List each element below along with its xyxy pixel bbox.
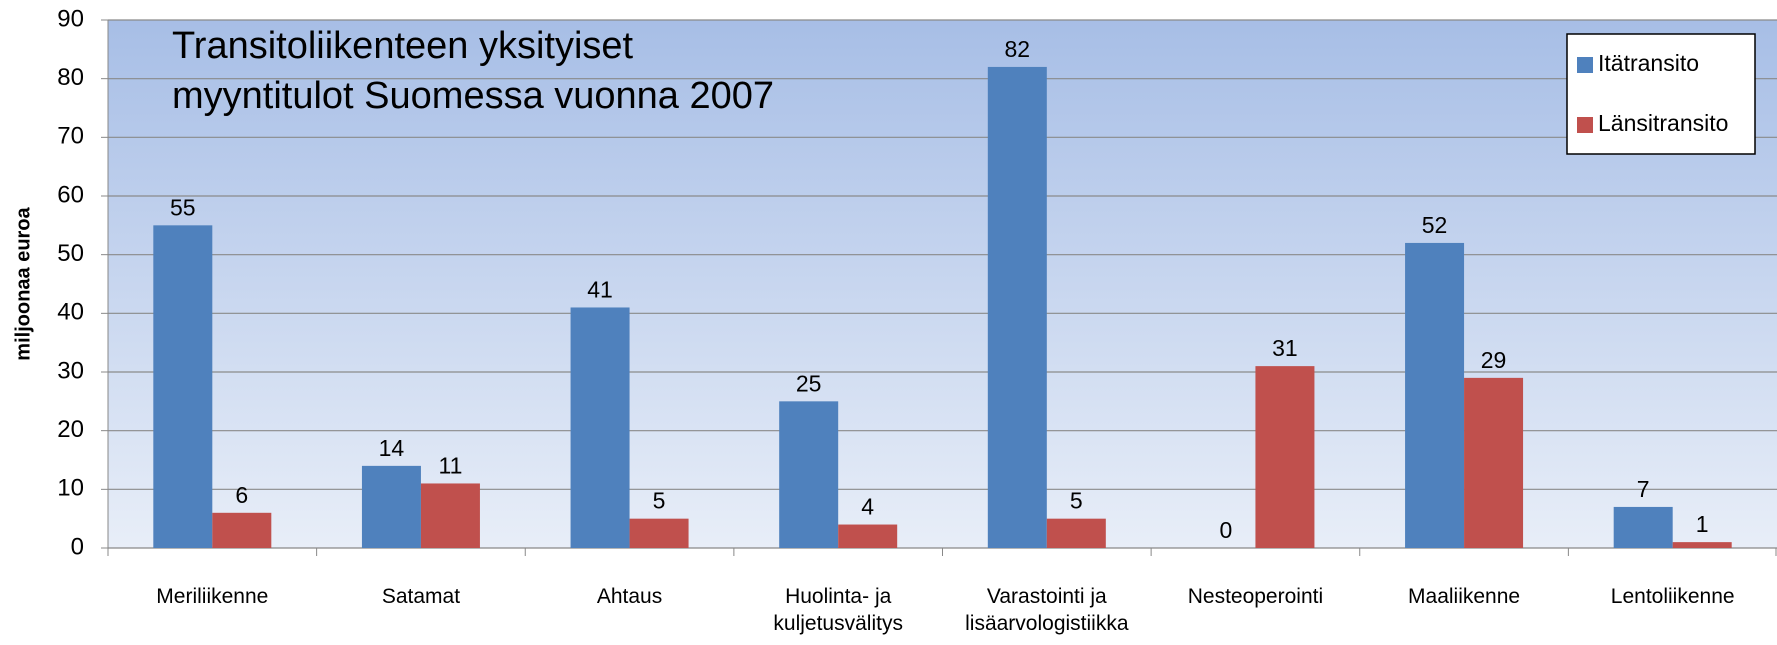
data-label: 11 [438, 453, 462, 479]
bar [420, 483, 480, 548]
data-label: 52 [1422, 212, 1448, 238]
bar [838, 524, 898, 548]
bar [779, 401, 839, 548]
x-tick-label: Ahtaus [596, 585, 663, 608]
legend-label: Itätransito [1598, 50, 1699, 76]
bar [1255, 366, 1315, 548]
data-label: 14 [379, 435, 405, 461]
data-label: 41 [587, 277, 613, 303]
bar [212, 512, 272, 548]
x-tick-label: Lentoliikenne [1610, 585, 1735, 608]
y-tick-label: 80 [57, 64, 84, 91]
data-label: 7 [1637, 476, 1650, 502]
data-label: 5 [1070, 488, 1083, 514]
y-tick-label: 70 [57, 123, 84, 150]
data-label: 82 [1005, 36, 1031, 62]
data-label: 4 [861, 494, 874, 520]
x-tick-label: Nesteoperointi [1187, 585, 1324, 608]
x-tick-label: Varastointi ja lisäarvologistiikka [965, 585, 1129, 635]
x-tick-label: Maaliikenne [1408, 585, 1521, 608]
chart-title: Transitoliikenteen yksityiset [172, 25, 634, 67]
data-label: 55 [170, 194, 196, 220]
x-tick-label: Meriliikenne [156, 585, 269, 608]
data-label: 6 [235, 482, 248, 508]
legend-swatch [1577, 117, 1593, 133]
y-tick-label: 30 [57, 357, 84, 384]
y-tick-label: 0 [71, 533, 84, 560]
data-label: 5 [653, 488, 666, 514]
data-label: 25 [796, 370, 822, 396]
bar [570, 307, 630, 548]
data-label: 0 [1220, 517, 1233, 543]
data-label: 1 [1696, 511, 1709, 537]
bar [1464, 377, 1524, 548]
bar [1046, 518, 1106, 548]
legend-swatch [1577, 57, 1593, 73]
bar [361, 465, 421, 548]
chart-title: myyntitulot Suomessa vuonna 2007 [172, 75, 774, 117]
y-tick-label: 50 [57, 240, 84, 267]
data-label: 31 [1272, 335, 1298, 361]
y-tick-label: 40 [57, 299, 84, 326]
bar [1613, 506, 1673, 548]
x-tick-label: Huolinta- ja kuljetusvälitys [773, 585, 903, 635]
bar [987, 66, 1047, 548]
data-label: 29 [1481, 347, 1507, 373]
x-tick-label: Satamat [381, 585, 461, 608]
legend [1566, 33, 1756, 155]
bar [629, 518, 689, 548]
bar [1672, 542, 1732, 548]
y-axis-label: miljoonaa euroa [12, 206, 34, 360]
legend-label: Länsitransito [1598, 110, 1728, 136]
bar [153, 225, 213, 549]
bar [1405, 242, 1465, 548]
y-tick-label: 60 [57, 181, 84, 208]
y-tick-label: 20 [57, 416, 84, 443]
y-tick-label: 10 [57, 475, 84, 502]
y-tick-label: 90 [57, 5, 84, 32]
